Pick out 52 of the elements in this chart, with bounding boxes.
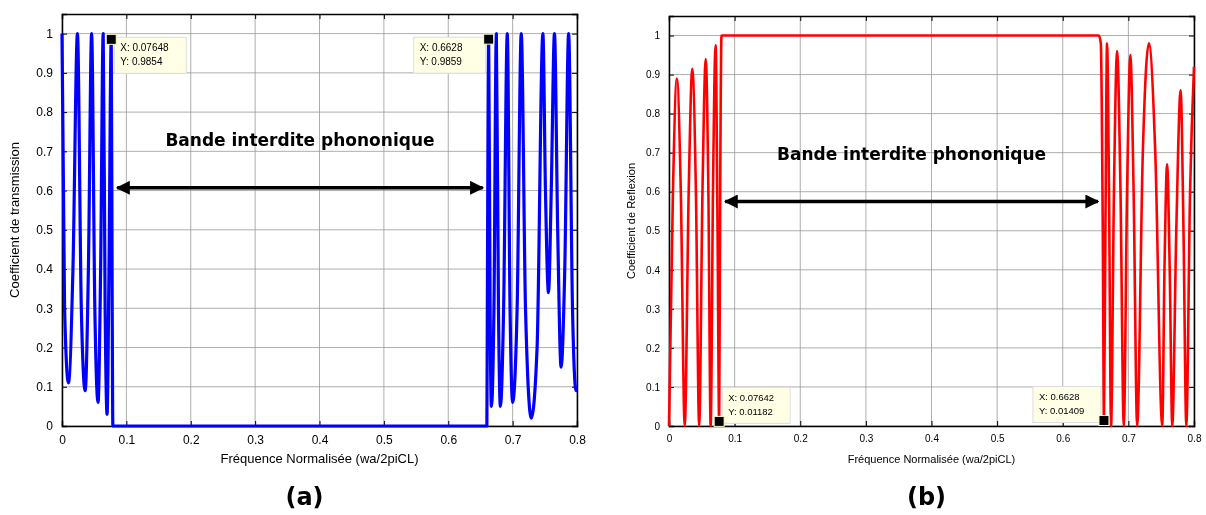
x-tick-label: 0.6 xyxy=(440,432,458,447)
x-tick-label: 0.7 xyxy=(504,432,522,447)
x-tick-label: 0.6 xyxy=(1056,433,1071,445)
annotation: X: 0.6628 Y: 0.01409 xyxy=(1038,391,1085,417)
y-tick-label: 1 xyxy=(654,30,661,42)
annotation: Bande interdite phononique xyxy=(165,129,435,150)
y-tick-label: 0.1 xyxy=(646,381,661,393)
x-tick-label: 0 xyxy=(666,433,673,445)
y-axis-title: Coefficient de Reflexion xyxy=(625,163,637,279)
annotation: X: 0.07642 Y: 0.01182 xyxy=(728,392,775,418)
y-tick-label: 0.3 xyxy=(36,301,54,316)
x-tick-label: 0.8 xyxy=(569,432,587,447)
x-tick-label: 0 xyxy=(59,432,67,447)
x-tick-label: 0.3 xyxy=(247,432,265,447)
x-tick-label: 0.1 xyxy=(118,432,136,447)
y-tick-label: 0.3 xyxy=(646,303,661,315)
text: (b) xyxy=(906,483,947,511)
x-tick-label: 0.4 xyxy=(925,433,940,445)
x-tick-label: 0.4 xyxy=(311,432,329,447)
y-tick-label: 0.5 xyxy=(646,225,661,237)
y-tick-label: 0.7 xyxy=(36,144,54,159)
x-tick-label: 0.3 xyxy=(859,433,874,445)
y-tick-label: 0.8 xyxy=(36,105,54,120)
x-tick-label: 0.5 xyxy=(376,432,394,447)
y-tick-label: 0.7 xyxy=(646,147,661,159)
x-tick-label: 0.2 xyxy=(182,432,200,447)
y-tick-label: 0.9 xyxy=(36,66,54,81)
annotation: X: 0.07648 Y: 0.9854 xyxy=(120,42,170,68)
x-tick-label: 0.5 xyxy=(990,433,1006,445)
y-tick-label: 0.2 xyxy=(36,340,54,355)
x-axis-title: Fréquence Normalisée (wa/2piCL) xyxy=(847,453,1016,465)
x-tick-label: 0.7 xyxy=(1121,433,1137,445)
y-tick-label: 0 xyxy=(46,419,54,434)
annotation: X: 0.6628 Y: 0.9859 xyxy=(419,42,463,68)
y-tick-label: 0.6 xyxy=(36,183,54,198)
y-tick-label: 0.9 xyxy=(646,69,661,81)
x-tick-label: 0.2 xyxy=(793,433,809,445)
y-tick-label: 1 xyxy=(46,26,54,41)
y-tick-label: 0.2 xyxy=(646,342,661,354)
x-tick-label: 0.8 xyxy=(1187,433,1202,445)
annotation: Bande interdite phononique xyxy=(776,143,1047,164)
y-tick-label: 0.6 xyxy=(646,186,661,198)
text: (a) xyxy=(285,483,324,511)
x-axis-title: Fréquence Normalisée (wa/2piCL) xyxy=(220,451,419,466)
y-tick-label: 0.5 xyxy=(36,223,54,238)
y-tick-label: 0.4 xyxy=(646,264,661,276)
y-tick-label: 0 xyxy=(654,420,661,432)
x-tick-label: 0.1 xyxy=(728,433,743,445)
y-tick-label: 0.8 xyxy=(646,108,661,120)
y-tick-label: 0.1 xyxy=(36,380,54,395)
y-tick-label: 0.4 xyxy=(36,262,54,277)
y-axis-title: Coefficient de transmission xyxy=(7,142,22,298)
